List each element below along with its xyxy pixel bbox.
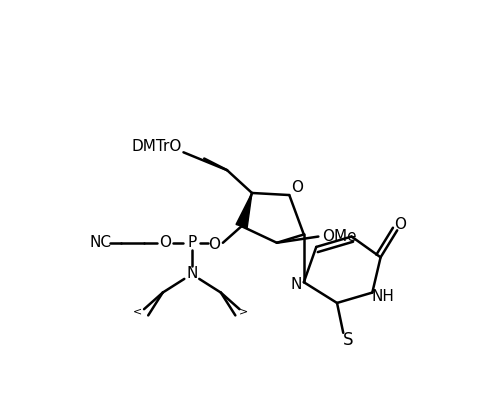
Text: N: N xyxy=(291,277,302,292)
Text: DMTrO: DMTrO xyxy=(131,139,182,154)
Text: NC: NC xyxy=(90,235,112,250)
Text: <: < xyxy=(133,306,142,316)
Text: N: N xyxy=(186,266,197,281)
Text: O: O xyxy=(291,180,303,195)
Text: O: O xyxy=(395,217,407,232)
Text: O: O xyxy=(208,237,220,252)
Text: S: S xyxy=(343,331,354,349)
Text: O: O xyxy=(159,235,171,250)
Text: NH: NH xyxy=(371,289,394,304)
Text: >: > xyxy=(239,306,248,316)
Text: OMe: OMe xyxy=(323,229,357,244)
Polygon shape xyxy=(236,193,252,228)
Text: P: P xyxy=(187,235,196,250)
